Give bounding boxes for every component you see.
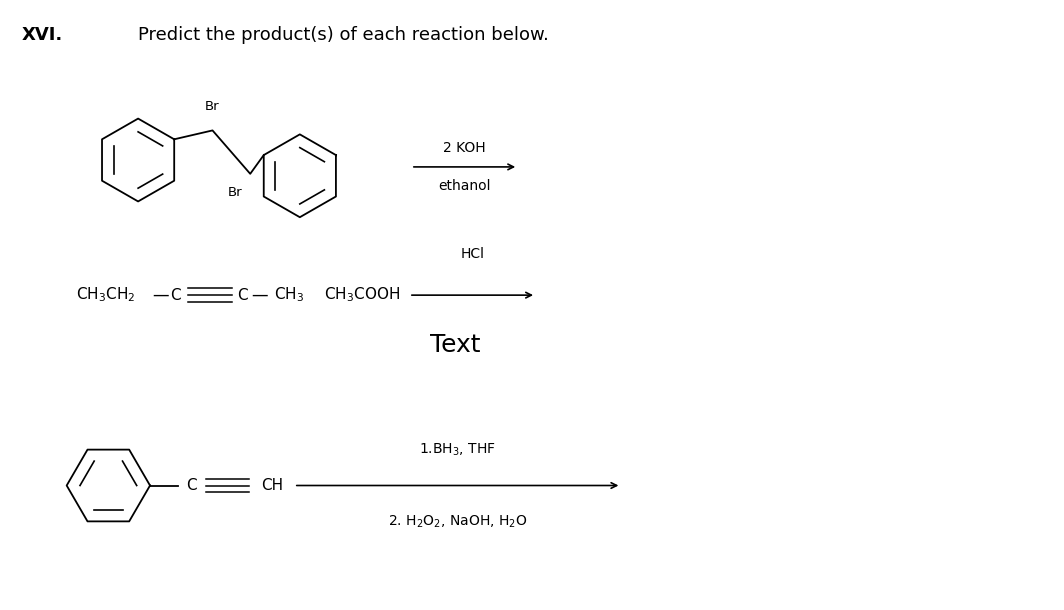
- Text: Predict the product(s) of each reaction below.: Predict the product(s) of each reaction …: [138, 26, 549, 44]
- Text: 2. H$_2$O$_2$, NaOH, H$_2$O: 2. H$_2$O$_2$, NaOH, H$_2$O: [387, 513, 528, 529]
- Text: C: C: [186, 478, 197, 493]
- Text: HCl: HCl: [461, 246, 484, 260]
- Text: —: —: [251, 286, 267, 304]
- Text: CH: CH: [261, 478, 283, 493]
- Text: CH$_3$: CH$_3$: [275, 286, 304, 304]
- Text: Br: Br: [205, 99, 220, 113]
- Text: ethanol: ethanol: [438, 179, 491, 193]
- Text: Br: Br: [228, 185, 243, 199]
- Text: C: C: [237, 288, 248, 303]
- Text: 1.BH$_3$, THF: 1.BH$_3$, THF: [419, 442, 496, 458]
- Text: Text: Text: [430, 332, 481, 357]
- Text: CH$_3$COOH: CH$_3$COOH: [323, 286, 400, 304]
- Text: —: —: [152, 286, 169, 304]
- Text: XVI.: XVI.: [22, 26, 63, 44]
- Text: 2 KOH: 2 KOH: [444, 141, 486, 155]
- Text: C: C: [170, 288, 181, 303]
- Text: CH$_3$CH$_2$: CH$_3$CH$_2$: [76, 286, 135, 304]
